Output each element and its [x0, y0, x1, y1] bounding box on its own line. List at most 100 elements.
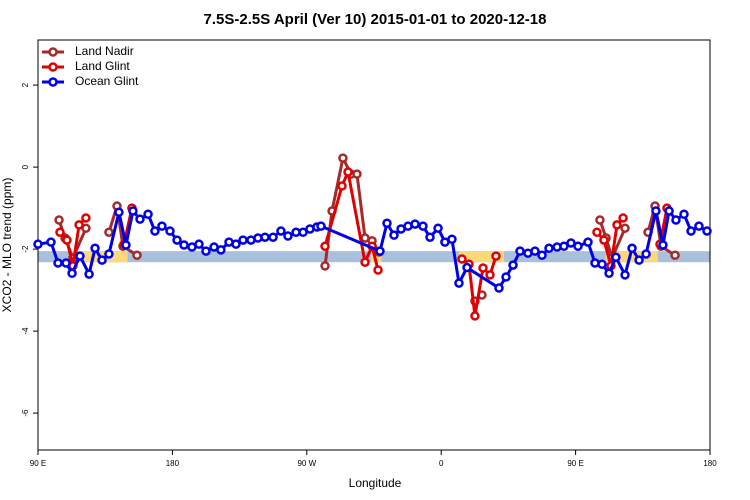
y-tick-label: -2 — [21, 245, 30, 253]
y-tick-label: 0 — [21, 164, 30, 169]
point — [276, 226, 286, 236]
point — [55, 227, 65, 238]
x-tick-label: 180 — [166, 459, 180, 468]
point — [508, 260, 518, 270]
legend-label: Land Glint — [75, 59, 130, 73]
point — [172, 235, 182, 245]
point — [592, 227, 602, 238]
point — [283, 231, 293, 241]
band — [459, 251, 504, 263]
point — [679, 209, 689, 219]
point — [599, 235, 609, 245]
point — [595, 215, 605, 225]
point — [75, 251, 85, 261]
point — [143, 209, 153, 219]
point — [664, 206, 674, 216]
point — [418, 221, 428, 231]
point — [121, 240, 131, 250]
point — [501, 272, 511, 282]
point — [573, 241, 583, 251]
point — [425, 232, 435, 242]
point — [671, 215, 681, 225]
point — [620, 270, 630, 280]
point — [641, 249, 651, 259]
point — [260, 232, 270, 242]
point — [530, 246, 540, 256]
point — [694, 221, 704, 231]
point — [104, 249, 114, 259]
point — [604, 268, 614, 279]
point — [194, 239, 204, 249]
point — [132, 250, 142, 260]
point — [491, 251, 501, 261]
point — [135, 214, 145, 224]
point — [618, 213, 628, 223]
point — [485, 270, 495, 280]
point — [410, 219, 420, 229]
point — [634, 255, 644, 265]
legend-marker — [48, 47, 58, 57]
point — [454, 278, 464, 288]
point — [81, 213, 91, 223]
point — [231, 239, 241, 249]
x-axis-label: Longitude — [349, 476, 402, 490]
point — [566, 238, 576, 248]
point — [544, 243, 554, 254]
point — [447, 234, 457, 245]
point — [702, 226, 712, 236]
point — [61, 258, 71, 268]
x-tick-label: 180 — [703, 459, 717, 468]
point — [597, 259, 607, 270]
point — [352, 169, 362, 179]
point — [433, 223, 443, 233]
point — [268, 232, 278, 242]
point — [67, 268, 77, 279]
y-tick-label: -6 — [21, 409, 30, 417]
x-tick-label: 90 E — [30, 459, 46, 468]
x-tick-label: 0 — [439, 459, 444, 468]
point — [612, 220, 622, 230]
point — [389, 230, 399, 240]
point — [46, 237, 56, 247]
point — [33, 239, 43, 249]
point — [658, 240, 668, 250]
point — [90, 243, 100, 254]
point — [150, 226, 160, 236]
point — [157, 221, 167, 231]
band — [371, 251, 382, 263]
point — [320, 261, 330, 271]
point — [316, 221, 326, 231]
point — [320, 241, 330, 251]
point — [559, 241, 569, 251]
point — [470, 311, 480, 321]
point — [670, 250, 680, 260]
point — [686, 226, 696, 236]
point — [337, 181, 347, 191]
point — [478, 263, 488, 273]
point — [515, 246, 525, 256]
point — [382, 218, 392, 229]
legend-marker — [48, 62, 58, 72]
legend-label: Ocean Glint — [75, 74, 139, 88]
point — [462, 262, 472, 273]
point — [74, 220, 84, 230]
point — [537, 250, 547, 260]
point — [53, 258, 63, 268]
point — [651, 206, 661, 216]
point — [494, 283, 504, 293]
point — [97, 255, 107, 265]
point — [360, 257, 370, 267]
band — [605, 251, 658, 263]
legend-marker — [48, 77, 58, 87]
point — [373, 265, 383, 275]
point — [338, 153, 348, 163]
point — [54, 215, 64, 225]
point — [201, 246, 211, 256]
point — [165, 226, 175, 236]
point — [375, 246, 385, 256]
x-tick-label: 90 E — [567, 459, 583, 468]
point — [179, 240, 189, 250]
chart-title: 7.5S-2.5S April (Ver 10) 2015-01-01 to 2… — [204, 11, 547, 28]
point — [216, 245, 226, 255]
point — [62, 235, 72, 245]
